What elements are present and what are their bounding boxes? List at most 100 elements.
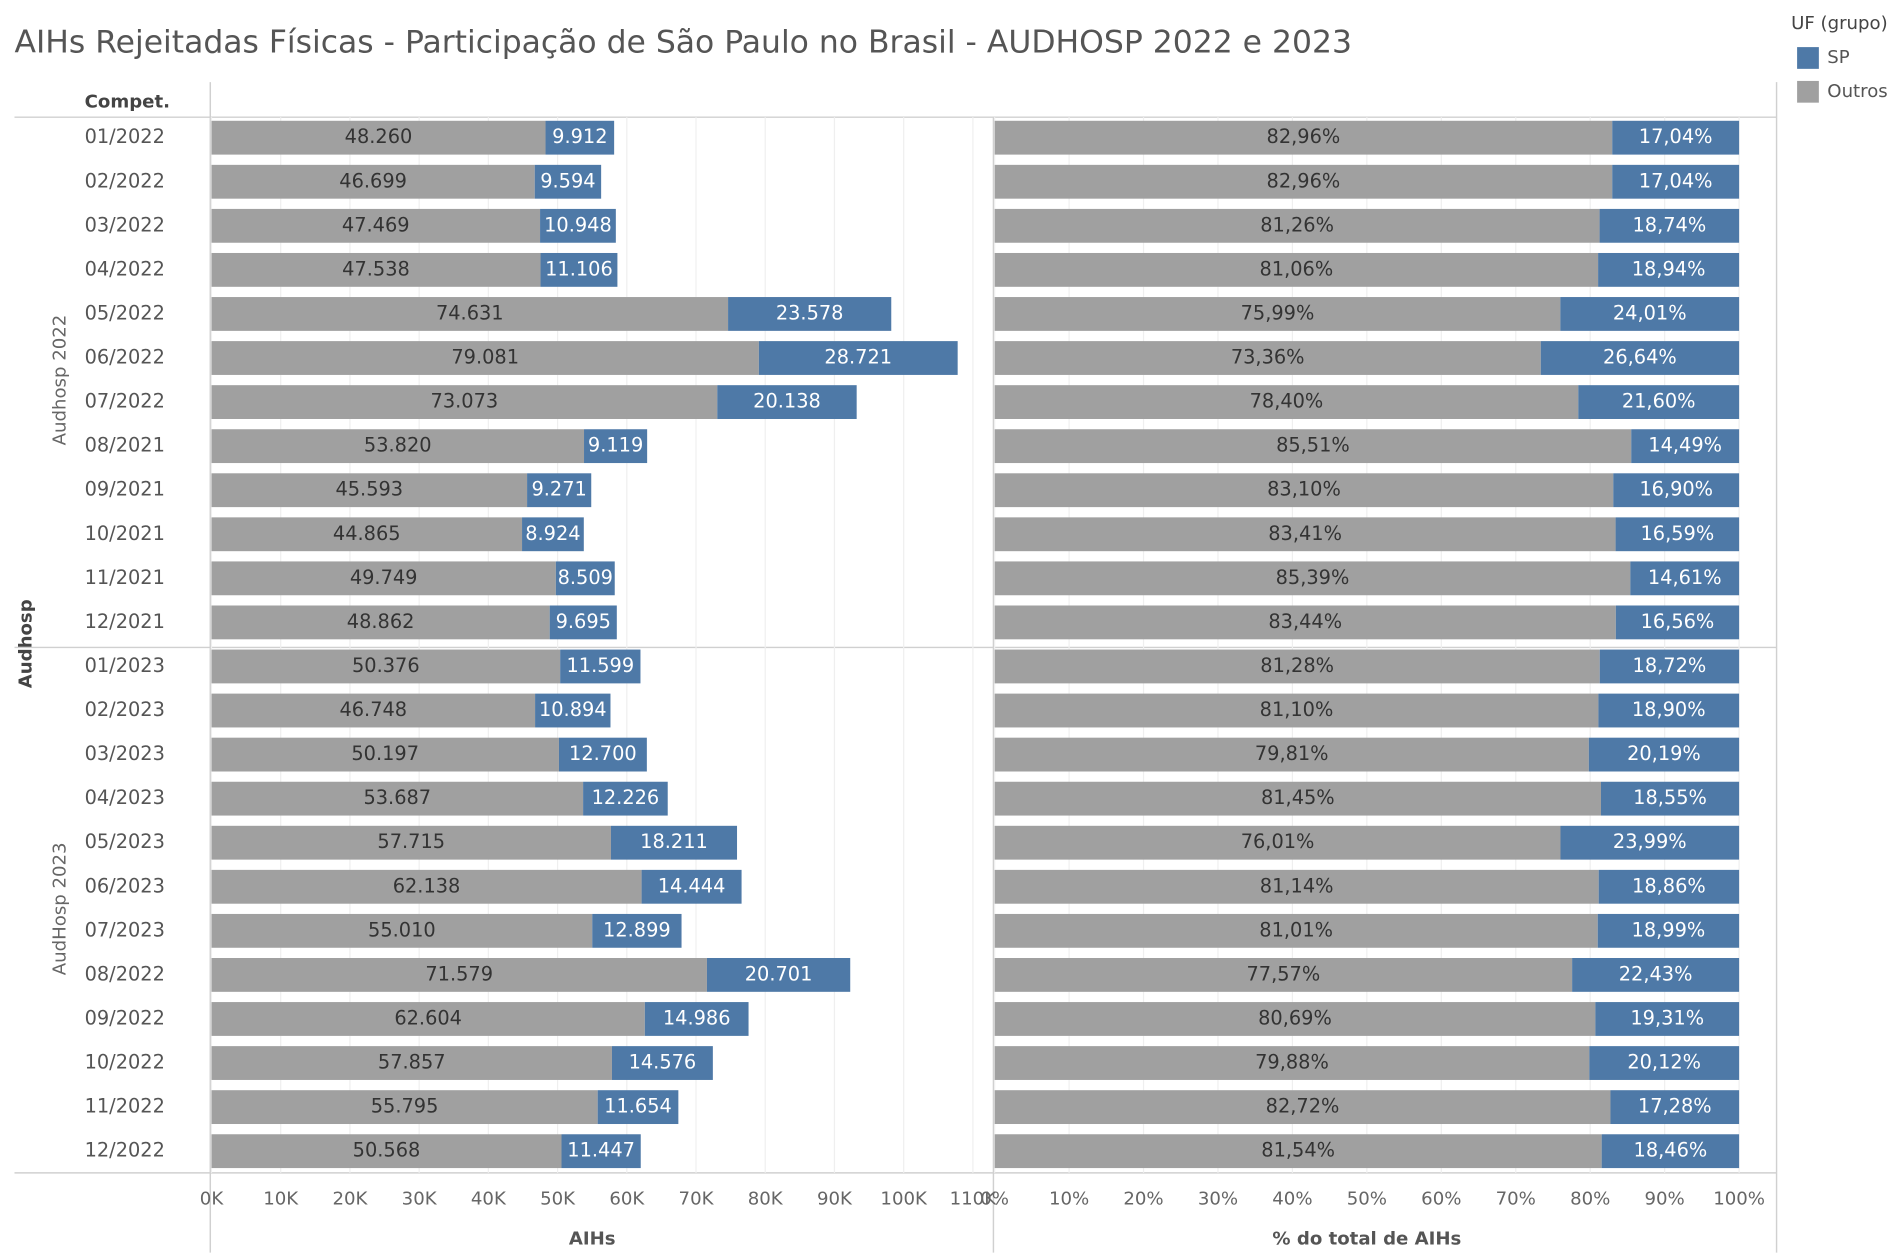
value-label: 81,28%	[1260, 654, 1334, 677]
row-label: 06/2023	[85, 874, 165, 897]
value-label: 83,10%	[1267, 478, 1341, 501]
bar-segment	[540, 252, 618, 287]
value-label: 28.721	[824, 346, 892, 369]
x-tick-label: 80%	[1570, 1188, 1610, 1209]
value-label: 79,81%	[1255, 742, 1329, 765]
bar-segment	[211, 208, 541, 243]
legend-label: Outros	[1827, 81, 1887, 102]
bar-segment	[994, 825, 1561, 860]
value-label: 20,12%	[1627, 1051, 1701, 1074]
bar-segment	[1598, 693, 1740, 728]
value-label: 21,60%	[1622, 390, 1696, 413]
bar-segment	[994, 1046, 1590, 1080]
x-tick-label: 50K	[540, 1188, 576, 1209]
value-label: 11.106	[545, 257, 613, 280]
value-label: 12.226	[592, 786, 660, 809]
value-label: 9.594	[540, 169, 595, 192]
bar-segment	[584, 429, 648, 464]
bar-segment	[211, 561, 556, 596]
bar-segment	[211, 120, 546, 155]
bar-segment	[994, 1134, 1602, 1169]
value-label: 12.899	[603, 918, 671, 941]
value-label: 9.119	[588, 434, 643, 457]
value-label: 11.599	[566, 654, 634, 677]
bar-segment	[994, 429, 1632, 464]
value-label: 20,19%	[1627, 742, 1701, 765]
bar-segment	[211, 649, 561, 684]
x-tick-label: 20K	[332, 1188, 368, 1209]
bar-segment	[211, 781, 584, 816]
value-label: 14,61%	[1648, 566, 1722, 589]
row-label: 01/2022	[85, 125, 165, 148]
x-tick-label: 60K	[609, 1188, 645, 1209]
bar-segment	[211, 429, 585, 464]
bar-segment	[1598, 252, 1740, 287]
value-label: 10.948	[544, 213, 612, 236]
value-label: 46.699	[339, 169, 407, 192]
value-label: 26,64%	[1603, 346, 1677, 369]
bar-segment	[211, 1046, 612, 1080]
bar-segment	[1610, 1090, 1740, 1125]
value-label: 82,96%	[1267, 169, 1341, 192]
x-tick-label: 0K	[200, 1188, 225, 1209]
bar-segment	[610, 825, 738, 860]
x-tick-label: 80K	[748, 1188, 784, 1209]
value-label: 46.748	[339, 698, 407, 721]
bar-segment	[211, 1002, 645, 1036]
bar-segment	[560, 649, 641, 684]
value-label: 82,96%	[1267, 125, 1341, 148]
x-tick-label: 10K	[263, 1188, 299, 1209]
value-label: 81,45%	[1261, 786, 1335, 809]
bar-segment	[994, 605, 1616, 640]
bar-segment	[641, 869, 742, 904]
value-label: 48.862	[347, 610, 415, 633]
bar-segment	[994, 473, 1614, 508]
bar-segment	[1615, 605, 1740, 640]
value-label: 55.795	[371, 1095, 439, 1118]
legend-title: UF (grupo)	[1791, 13, 1888, 34]
row-label: 10/2022	[85, 1051, 165, 1074]
bar-segment	[994, 1090, 1611, 1125]
value-label: 20.701	[745, 962, 813, 985]
value-label: 49.749	[350, 566, 418, 589]
row-label: 05/2023	[85, 830, 165, 853]
bar-segment	[994, 649, 1600, 684]
x-tick-label: 60%	[1421, 1188, 1461, 1209]
x-tick-label: 50%	[1347, 1188, 1387, 1209]
bar-segment	[994, 385, 1579, 419]
bar-segment	[1597, 913, 1740, 948]
value-label: 14.576	[629, 1051, 697, 1074]
value-label: 16,90%	[1639, 478, 1713, 501]
value-label: 47.469	[342, 213, 410, 236]
bar-segment	[1600, 781, 1740, 816]
value-label: 17,28%	[1638, 1095, 1712, 1118]
value-label: 17,04%	[1639, 125, 1713, 148]
group-label: AudHosp 2023	[49, 842, 70, 975]
row-label: 01/2023	[85, 654, 165, 677]
x-tick-label: 100K	[880, 1188, 928, 1209]
bar-segment	[583, 781, 668, 816]
row-label: 06/2022	[85, 346, 165, 369]
bar-segment	[611, 1046, 713, 1080]
value-label: 18,72%	[1633, 654, 1707, 677]
value-label: 9.912	[552, 125, 607, 148]
value-label: 82,72%	[1266, 1095, 1340, 1118]
value-label: 17,04%	[1639, 169, 1713, 192]
bar-segment	[211, 737, 559, 772]
bar-segment	[1540, 341, 1740, 375]
row-label: 07/2022	[85, 390, 165, 413]
value-label: 14.444	[658, 874, 726, 897]
value-label: 14,49%	[1648, 434, 1722, 457]
value-label: 81,54%	[1261, 1139, 1335, 1162]
legend-swatch	[1797, 47, 1819, 69]
value-label: 22,43%	[1619, 962, 1693, 985]
row-label: 11/2021	[85, 566, 165, 589]
value-label: 57.715	[377, 830, 445, 853]
value-label: 81,14%	[1260, 874, 1334, 897]
value-label: 18,46%	[1634, 1139, 1708, 1162]
row-label: 12/2022	[85, 1139, 165, 1162]
bar-segment	[1601, 1134, 1740, 1169]
x-tick-label: 0%	[980, 1188, 1009, 1209]
bar-segment	[211, 385, 718, 419]
